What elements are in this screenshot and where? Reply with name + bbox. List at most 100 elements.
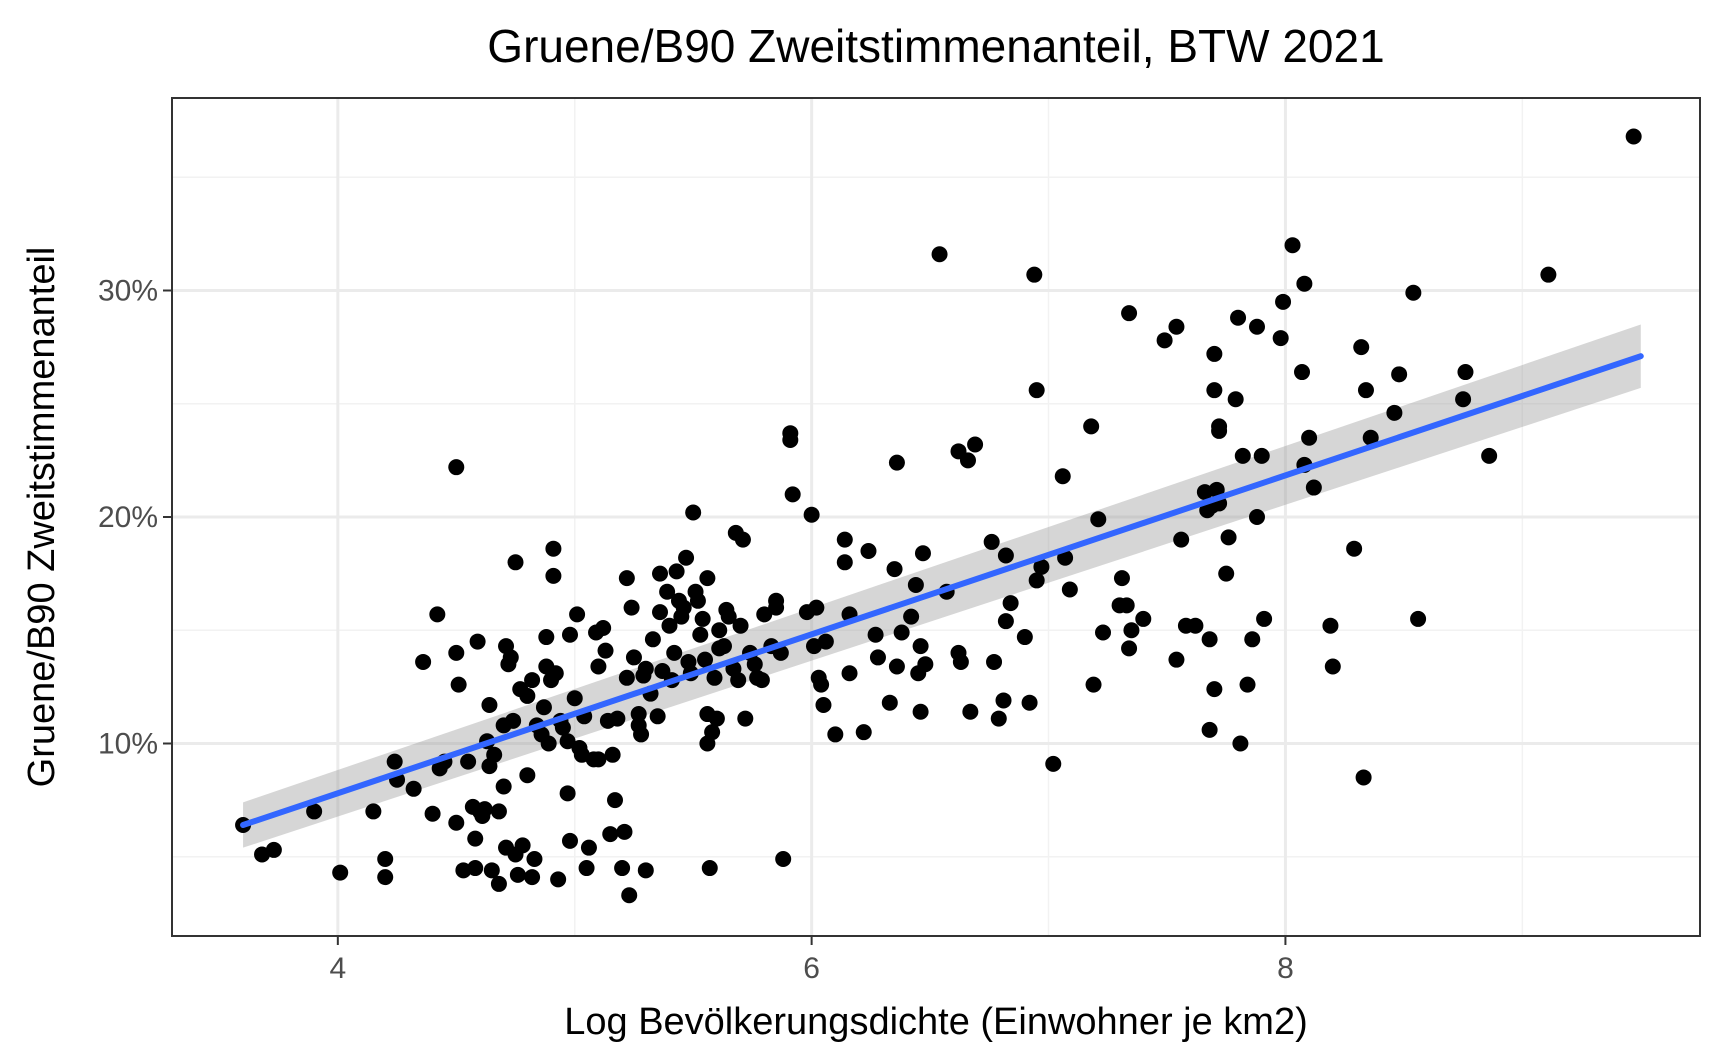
data-point [888, 658, 905, 675]
data-point [595, 619, 612, 636]
data-point [1294, 364, 1311, 381]
data-point [476, 801, 493, 818]
data-point [803, 506, 820, 523]
data-point [995, 692, 1012, 709]
data-point [1481, 447, 1498, 464]
grid [172, 98, 1700, 936]
data-point [538, 629, 555, 646]
data-point [621, 887, 638, 904]
data-point [997, 547, 1014, 564]
data-point [616, 823, 633, 840]
data-point [424, 805, 441, 822]
data-point [886, 561, 903, 578]
data-point [836, 531, 853, 548]
data-point [547, 665, 564, 682]
data-point [614, 860, 631, 877]
data-point [1296, 275, 1313, 292]
data-point [460, 753, 477, 770]
data-point [1156, 332, 1173, 349]
data-point [734, 531, 751, 548]
data-point [633, 726, 650, 743]
data-point [986, 653, 1003, 670]
data-point [689, 592, 706, 609]
data-point [1196, 484, 1213, 501]
data-point [1322, 617, 1339, 634]
data-point [604, 746, 621, 763]
data-point [649, 708, 666, 725]
data-point [730, 672, 747, 689]
data-point [952, 653, 969, 670]
data-point [1227, 391, 1244, 408]
data-point [469, 633, 486, 650]
data-point [1090, 511, 1107, 528]
data-point [1121, 305, 1138, 322]
data-point [1187, 617, 1204, 634]
data-point [678, 549, 695, 566]
data-point [912, 703, 929, 720]
data-point [1201, 721, 1218, 738]
data-point [967, 436, 984, 453]
data-point [1353, 339, 1370, 356]
data-point [1540, 266, 1557, 283]
data-point [1135, 610, 1152, 627]
data-point [1305, 479, 1322, 496]
data-point [514, 837, 531, 854]
data-point [448, 644, 465, 661]
data-point [561, 832, 578, 849]
data-point [502, 649, 519, 666]
data-point [467, 830, 484, 847]
data-point [914, 545, 931, 562]
data-point [1253, 447, 1270, 464]
data-point [817, 633, 834, 650]
data-point [1113, 570, 1130, 587]
data-point [1301, 429, 1318, 446]
data-point [860, 542, 877, 559]
data-point [708, 710, 725, 727]
data-point [526, 850, 543, 867]
data-point [867, 626, 884, 643]
data-point [1410, 610, 1427, 627]
data-point [661, 617, 678, 634]
data-point [630, 706, 647, 723]
data-point [808, 599, 825, 616]
data-point [1391, 366, 1408, 383]
data-point [652, 604, 669, 621]
data-point [715, 638, 732, 655]
data-point [1234, 447, 1251, 464]
data-point [697, 651, 714, 668]
data-point [732, 617, 749, 634]
data-point [841, 665, 858, 682]
data-point [1244, 631, 1261, 648]
x-tick-label: 6 [803, 952, 820, 985]
data-point [1232, 735, 1249, 752]
data-point [1386, 404, 1403, 421]
data-point [1021, 694, 1038, 711]
data-point [1118, 597, 1135, 614]
x-tick-label: 8 [1277, 952, 1294, 985]
data-point [753, 672, 770, 689]
data-point [746, 656, 763, 673]
data-point [618, 570, 635, 587]
data-point [486, 746, 503, 763]
data-point [912, 638, 929, 655]
data-point [450, 676, 467, 693]
data-point [737, 710, 754, 727]
data-point [1625, 128, 1642, 145]
data-point [768, 599, 785, 616]
data-point [509, 866, 526, 883]
data-point [637, 660, 654, 677]
data-point [265, 841, 282, 858]
data-point [699, 570, 716, 587]
data-point [481, 696, 498, 713]
data-point [559, 733, 576, 750]
data-point [997, 613, 1014, 630]
data-point [524, 672, 541, 689]
data-point [644, 631, 661, 648]
data-point [1357, 382, 1374, 399]
data-point [881, 694, 898, 711]
data-point [448, 814, 465, 831]
data-point [756, 606, 773, 623]
data-point [704, 724, 721, 741]
